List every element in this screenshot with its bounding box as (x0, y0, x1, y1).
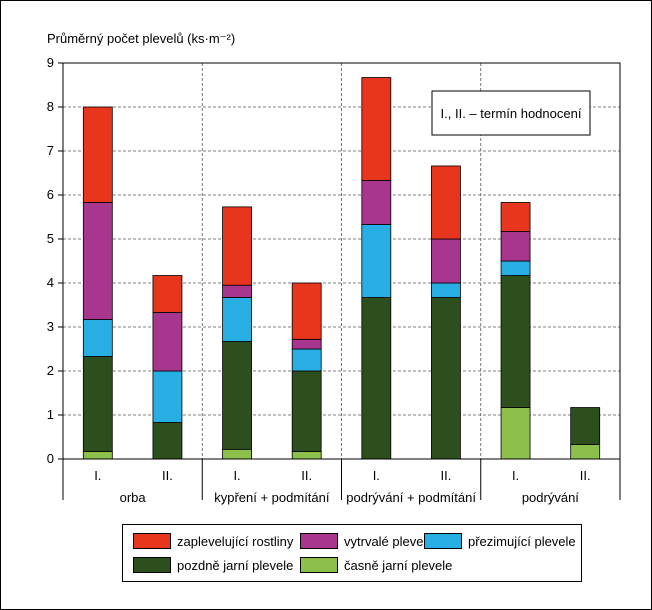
bar-segment (82, 356, 113, 452)
y-tick-label: 2 (47, 363, 54, 378)
y-tick-label: 5 (47, 231, 54, 246)
bar-segment (222, 341, 252, 450)
bar-segment (570, 407, 601, 445)
bar-segment (570, 444, 601, 460)
bar-segment (82, 451, 113, 460)
y-tick-label: 6 (47, 187, 54, 202)
legend-item-zaplevelujici: zaplevelující rostliny (133, 533, 293, 549)
bar-segment (222, 284, 252, 298)
bar-segment (152, 275, 183, 313)
bar-segment (291, 370, 322, 452)
bar-segment (500, 275, 531, 408)
bar-segment (500, 202, 531, 232)
legend-item-prezimujici: přezimující plevele (424, 533, 576, 549)
bar-segment (82, 319, 113, 357)
x-group-label: kypření + podmítání (214, 490, 330, 505)
bar-segment (222, 206, 252, 286)
bar-segment (431, 238, 461, 284)
bar-segment (431, 297, 461, 460)
bar-segment (152, 312, 183, 372)
legend-label: přezimující plevele (468, 533, 576, 549)
legend-label: pozdně jarní plevele (177, 557, 294, 573)
bar-segment (152, 370, 183, 423)
x-group-label: podrývání (522, 490, 579, 505)
x-group-label: orba (120, 490, 147, 505)
y-tick-label: 8 (47, 99, 54, 114)
legend-swatch (133, 533, 171, 549)
x-tick-label: I. (373, 468, 380, 483)
annotation-text: I., II. – termín hodnocení (441, 106, 582, 121)
axes (58, 62, 621, 500)
bar-segment (291, 348, 322, 372)
bar-segment (222, 448, 252, 460)
y-tick-label: 7 (47, 143, 54, 158)
legend-label: zaplevelující rostliny (177, 533, 294, 549)
bar-segment (500, 407, 531, 460)
y-tick-label: 4 (47, 275, 54, 290)
bar-segment (500, 231, 531, 262)
bar-segment (82, 106, 113, 203)
legend-swatch (300, 557, 338, 573)
bar-segment (82, 202, 113, 320)
x-tick-label: II. (441, 468, 452, 483)
bar-segment (361, 224, 392, 298)
legend-swatch (424, 533, 462, 549)
y-tick-label: 0 (47, 451, 54, 466)
x-tick-label: II. (580, 468, 591, 483)
legend-item-pozdne-jarni: pozdně jarní plevele (133, 557, 293, 573)
legend-label: vytrvalé plevele (344, 533, 434, 549)
annotation-frame (431, 90, 591, 136)
bar-segment (291, 451, 322, 460)
y-tick-labels: 0 1 2 3 4 5 6 7 8 9 (47, 55, 54, 466)
legend-swatch (300, 533, 338, 549)
bar-segment (431, 165, 461, 240)
legend-item-casne-jarni: časně jarní plevele (300, 557, 452, 573)
x-tick-label: I. (233, 468, 240, 483)
annotation-box: I., II. – termín hodnocení (431, 90, 591, 136)
y-tick-label: 3 (47, 319, 54, 334)
bar-segment (431, 282, 461, 298)
bar-segment (361, 180, 392, 225)
x-tick-label: I. (94, 468, 101, 483)
legend-item-vytrvale: vytrvalé plevele (300, 533, 434, 549)
bars (82, 77, 601, 460)
legend-swatch (133, 557, 171, 573)
legend: zaplevelující rostliny vytrvalé plevele … (122, 524, 582, 582)
legend-label: časně jarní plevele (344, 557, 453, 573)
bar-segment (222, 297, 252, 342)
x-tick-label: II. (301, 468, 312, 483)
bar-segment (361, 77, 392, 181)
y-axis-label: Průměrný počet plevelů (ks·m⁻²) (47, 31, 235, 46)
x-group-label: podrývání + podmítání (346, 490, 476, 505)
y-tick-label: 9 (47, 55, 54, 70)
x-tick-label: I. (512, 468, 519, 483)
x-tick-label: II. (162, 468, 173, 483)
y-tick-label: 1 (47, 407, 54, 422)
bar-segment (500, 260, 531, 276)
bar-segment (152, 422, 183, 460)
bar-segment (291, 282, 322, 340)
bar-segment (361, 297, 392, 460)
bar-segment (291, 338, 322, 350)
